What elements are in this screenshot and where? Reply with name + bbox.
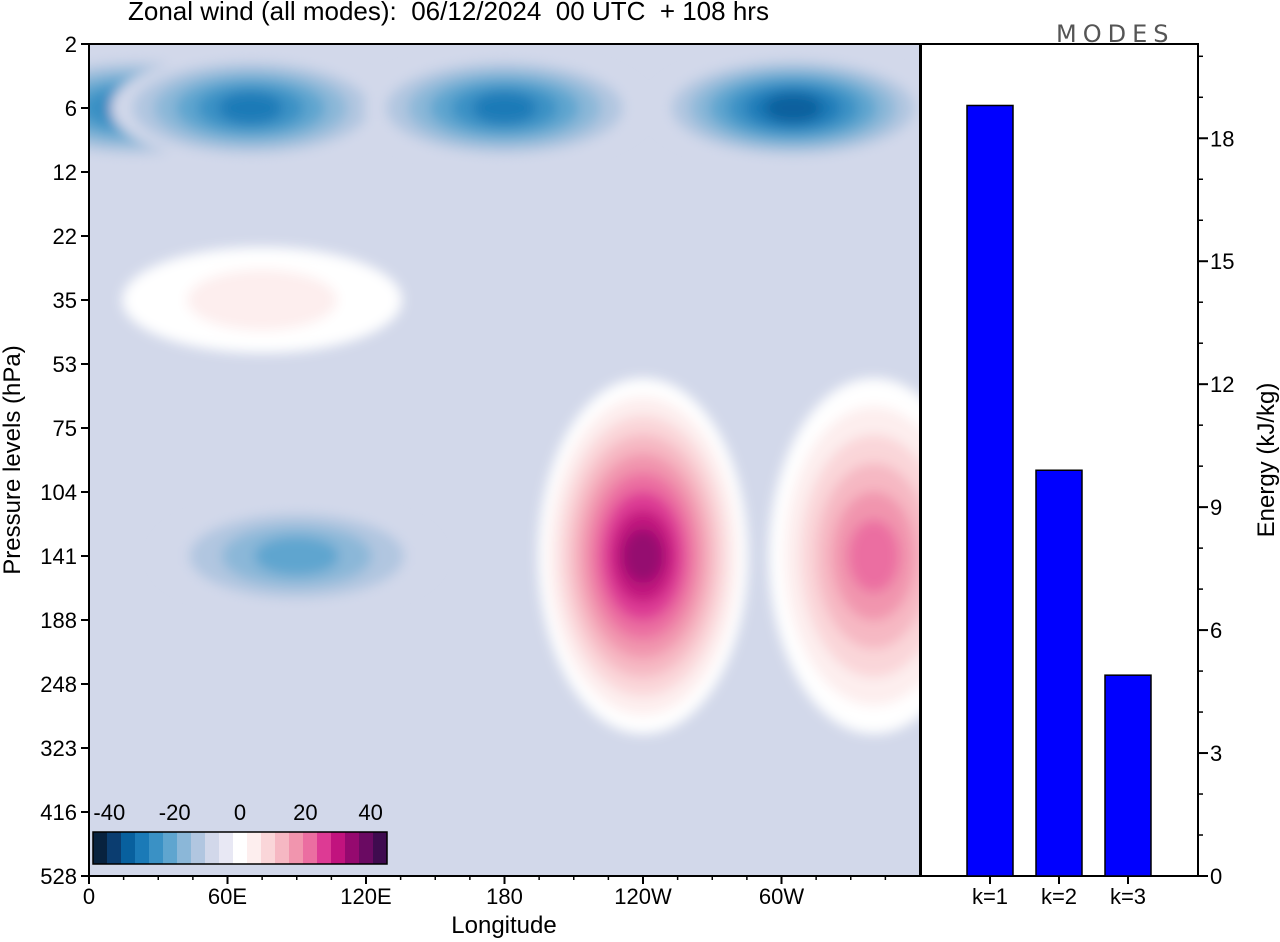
y-tick-label: 248: [40, 672, 77, 697]
colorbar-swatch: [345, 832, 360, 864]
colorbar-swatch: [233, 832, 248, 864]
heatmap-contour: [764, 93, 822, 123]
colorbar-swatch: [205, 832, 220, 864]
energy-tick-label: 12: [1210, 372, 1234, 397]
x-tick-label: 60E: [208, 884, 247, 909]
colorbar-swatch: [163, 832, 178, 864]
x-tick-label: 180: [486, 884, 523, 909]
colorbar-swatch: [331, 832, 346, 864]
colorbar-label: -40: [93, 800, 125, 825]
energy-tick-label: 15: [1210, 249, 1234, 274]
colorbar-swatch: [219, 832, 234, 864]
energy-axis: 0 3 6 9 12 15 18: [1198, 55, 1234, 889]
colorbar-frame: [92, 831, 388, 865]
colorbar-label: 40: [358, 800, 382, 825]
colorbar-swatch: [373, 832, 388, 864]
y-tick-label: 416: [40, 800, 77, 825]
colorbar-swatch: [121, 832, 136, 864]
bar-category-label: k=3: [1110, 884, 1146, 909]
colorbar: -40 -20 0 20 40: [92, 800, 388, 865]
y-tick-label: 6: [65, 96, 77, 121]
x-tick-label: 120E: [340, 884, 391, 909]
y-tick-label: 22: [53, 224, 77, 249]
bar-category-label: k=1: [972, 884, 1008, 909]
x-tick-label: 60W: [759, 884, 804, 909]
y-tick-label: 12: [53, 160, 77, 185]
energy-tick-label: 6: [1210, 618, 1222, 643]
colorbar-swatch: [275, 832, 290, 864]
y-tick-label: 323: [40, 736, 77, 761]
x-tick-label: 0: [83, 884, 95, 909]
colorbar-label: -20: [159, 800, 191, 825]
colorbar-swatch: [247, 832, 262, 864]
energy-axis-title: Energy (kJ/kg): [1253, 383, 1280, 538]
energy-tick-label: 9: [1210, 495, 1222, 520]
energy-tick-label: 3: [1210, 741, 1222, 766]
colorbar-swatch: [289, 832, 304, 864]
colorbar-label: 20: [293, 800, 317, 825]
zonal-wind-heatmap: [89, 44, 920, 876]
energy-bar: [1104, 674, 1152, 877]
heatmap-contour: [848, 519, 900, 593]
colorbar-swatch: [149, 832, 164, 864]
colorbar-swatch: [93, 832, 108, 864]
heatmap-contour: [622, 529, 664, 583]
colorbar-swatch: [177, 832, 192, 864]
colorbar-swatch: [191, 832, 206, 864]
x-axis: 0 60E 120E 180 120W 60W: [83, 876, 887, 909]
heatmap-contour: [254, 536, 340, 576]
energy-tick-label: 18: [1210, 126, 1234, 151]
y-tick-label: 104: [40, 480, 77, 505]
colorbar-swatch: [317, 832, 332, 864]
x-tick-label: 120W: [614, 884, 672, 909]
colorbar-swatch: [107, 832, 122, 864]
y-tick-label: 528: [40, 864, 77, 889]
colorbar-label: 0: [234, 800, 246, 825]
y-tick-label: 35: [53, 288, 77, 313]
y-axis-title: Pressure levels (hPa): [0, 345, 26, 574]
y-tick-label: 2: [65, 32, 77, 57]
energy-tick-label: 0: [1210, 864, 1222, 889]
chart-title: Zonal wind (all modes): 06/12/2024 00 UT…: [128, 0, 769, 26]
y-axis: 2 6 12 22 35 53 75 104 141 188 248 323 416 528: [40, 32, 89, 889]
heatmap-contour: [187, 269, 338, 331]
energy-bar: [1035, 469, 1083, 877]
y-tick-label: 53: [53, 352, 77, 377]
colorbar-swatch: [135, 832, 150, 864]
bar-category-label: k=2: [1041, 884, 1077, 909]
colorbar-swatch: [261, 832, 276, 864]
y-tick-label: 141: [40, 544, 77, 569]
heatmap-contour: [218, 92, 283, 124]
colorbar-swatch: [303, 832, 318, 864]
x-axis-title: Longitude: [451, 912, 556, 939]
y-tick-label: 75: [53, 416, 77, 441]
heatmap-background: [89, 44, 920, 876]
colorbar-swatch: [359, 832, 374, 864]
energy-bars: k=1 k=2 k=3: [966, 104, 1152, 909]
heatmap-contour: [472, 92, 537, 124]
y-tick-label: 188: [40, 608, 77, 633]
energy-bar: [966, 104, 1014, 877]
